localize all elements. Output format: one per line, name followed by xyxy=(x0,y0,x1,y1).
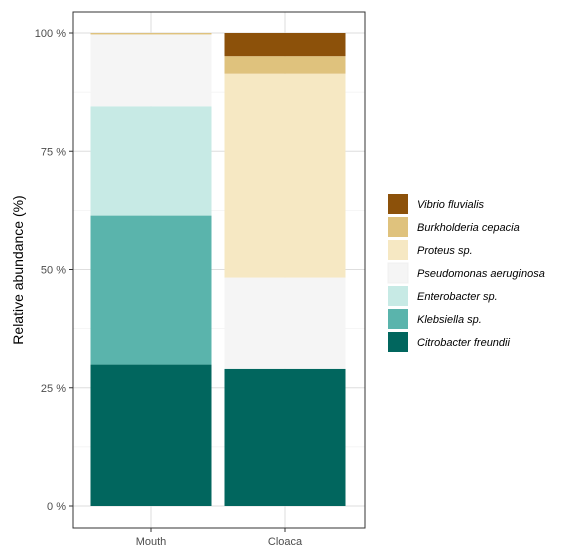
bar-segment-mouth-burkholderia-cepacia xyxy=(90,33,212,35)
bar-segment-mouth-citrobacter-freundii xyxy=(90,364,212,506)
y-tick-label: 75 % xyxy=(41,146,66,158)
bar-segment-mouth-pseudomonas-aeruginosa xyxy=(90,34,212,107)
legend-label-burkholderia-cepacia: Burkholderia cepacia xyxy=(417,222,520,234)
y-tick-label: 0 % xyxy=(47,501,66,513)
legend-key-proteus-sp xyxy=(388,240,408,260)
y-axis-title: Relative abundance (%) xyxy=(10,195,26,344)
y-tick-label: 25 % xyxy=(41,383,66,395)
bar-segment-mouth-enterobacter-sp xyxy=(90,106,212,216)
y-tick-label: 100 % xyxy=(35,28,66,40)
legend: Vibrio fluvialis Burkholderia cepacia Prot… xyxy=(387,194,545,352)
legend-key-enterobacter-sp xyxy=(388,286,408,306)
bar-segment-cloaca-pseudomonas-aeruginosa xyxy=(224,277,346,369)
legend-key-burkholderia-cepacia xyxy=(388,217,408,237)
bar-segment-cloaca-vibrio-fluvialis xyxy=(224,33,346,57)
legend-label-enterobacter-sp: Enterobacter sp. xyxy=(417,291,498,303)
bar-segment-cloaca-burkholderia-cepacia xyxy=(224,56,346,74)
bar-segment-mouth-klebsiella-sp xyxy=(90,215,212,365)
legend-label-citrobacter-freundii: Citrobacter freundii xyxy=(417,337,510,349)
x-tick-label-mouth: Mouth xyxy=(136,536,167,548)
x-axis: Mouth Cloaca xyxy=(136,528,303,548)
y-tick-label: 50 % xyxy=(41,265,66,277)
bars xyxy=(90,33,346,506)
legend-label-klebsiella-sp: Klebsiella sp. xyxy=(417,314,482,326)
legend-label-proteus-sp: Proteus sp. xyxy=(417,245,473,257)
legend-key-pseudomonas-aeruginosa xyxy=(387,262,409,284)
legend-label-vibrio-fluvialis: Vibrio fluvialis xyxy=(417,199,485,211)
legend-key-citrobacter-freundii xyxy=(388,332,408,352)
legend-label-pseudomonas-aeruginosa: Pseudomonas aeruginosa xyxy=(417,268,545,280)
legend-key-klebsiella-sp xyxy=(388,309,408,329)
bar-segment-cloaca-citrobacter-freundii xyxy=(224,368,346,506)
y-axis: 0 % 25 % 50 % 75 % 100 % xyxy=(35,28,73,513)
legend-key-vibrio-fluvialis xyxy=(388,194,408,214)
bar-segment-cloaca-proteus-sp xyxy=(224,73,346,278)
x-tick-label-cloaca: Cloaca xyxy=(268,536,303,548)
